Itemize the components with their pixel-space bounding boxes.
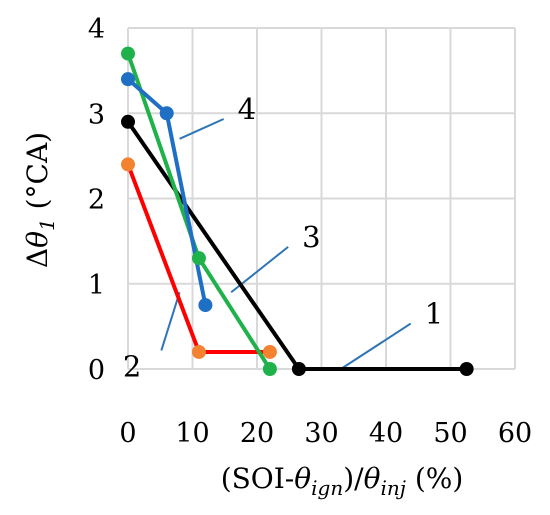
data-point <box>191 251 206 266</box>
x-tick-label: 50 <box>433 418 467 449</box>
data-point <box>191 344 206 359</box>
y-tick-label: 1 <box>88 270 105 301</box>
series-lines <box>126 52 467 371</box>
annotation-label: 1 <box>425 297 443 331</box>
data-point <box>121 114 135 129</box>
x-tick-label: 30 <box>304 418 338 449</box>
y-tick-label: 4 <box>88 14 105 45</box>
data-point <box>262 344 277 359</box>
annotation-label: 4 <box>238 92 256 126</box>
data-point <box>159 106 174 121</box>
annotation-leaders <box>160 118 412 370</box>
series-line <box>126 120 467 371</box>
x-tick-label: 40 <box>369 418 403 449</box>
x-tick-label: 60 <box>498 418 532 449</box>
data-point <box>121 157 135 172</box>
y-tick-label: 0 <box>88 355 105 386</box>
data-point <box>291 362 306 376</box>
x-tick-label: 20 <box>240 418 274 449</box>
y-tick-label: 2 <box>88 185 105 216</box>
data-point <box>198 298 213 313</box>
tick-labels: 0 10 20 30 40 50 60 0 1 2 3 4 <box>88 14 532 449</box>
annotation-labels: 1 2 3 4 <box>123 92 443 383</box>
data-point <box>262 362 277 376</box>
data-point <box>121 46 135 61</box>
annotation-label: 2 <box>123 349 141 383</box>
data-point <box>121 72 135 87</box>
x-tick-label: 10 <box>175 418 209 449</box>
series-markers <box>121 46 474 376</box>
y-axis-title: Δθ1 (°CA) <box>21 132 59 268</box>
annotation-leader <box>340 322 412 370</box>
grid <box>127 27 516 370</box>
annotation-label: 3 <box>302 220 320 254</box>
data-point <box>459 362 474 376</box>
y-tick-label: 3 <box>88 99 105 130</box>
annotation-leader <box>160 291 181 351</box>
x-axis-title: (SOI-θign)/θinj (%) <box>221 462 464 500</box>
x-tick-label: 0 <box>119 418 136 449</box>
annotation-leader <box>179 118 225 140</box>
